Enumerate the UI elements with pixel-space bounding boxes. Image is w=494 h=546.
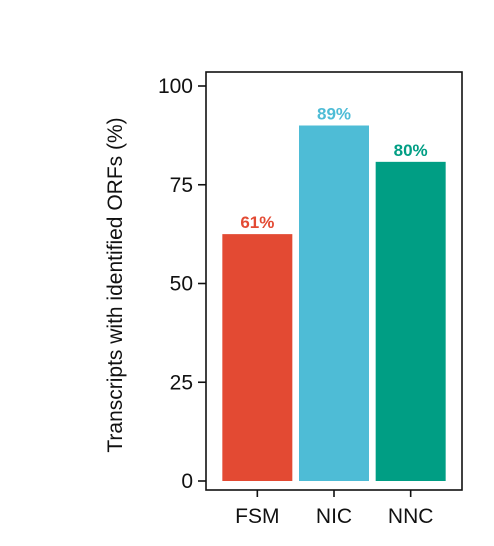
data-label-fsm: 61% [240, 213, 274, 232]
y-tick-label: 25 [170, 371, 193, 394]
x-tick-label: FSM [235, 505, 279, 528]
bars: 61% 89% 80% [222, 105, 446, 481]
data-label-nic: 89% [317, 105, 351, 124]
x-tick-label: NNC [388, 505, 434, 528]
bar-nnc [375, 161, 446, 481]
y-tick-label: 0 [181, 470, 193, 493]
bar-nic [299, 125, 369, 481]
y-axis-title: Transcripts with identified ORFs (%) [104, 117, 127, 452]
plot-frame [205, 71, 463, 491]
bar-fsm [222, 234, 293, 481]
x-axis: FSM NIC NNC [235, 490, 433, 528]
x-tick-label: NIC [316, 505, 352, 528]
y-axis: 0 25 50 75 100 [158, 75, 206, 493]
y-tick-label: 100 [158, 75, 193, 98]
y-tick-label: 75 [170, 174, 193, 197]
y-tick-label: 50 [170, 273, 193, 296]
data-label-nnc: 80% [394, 141, 428, 160]
